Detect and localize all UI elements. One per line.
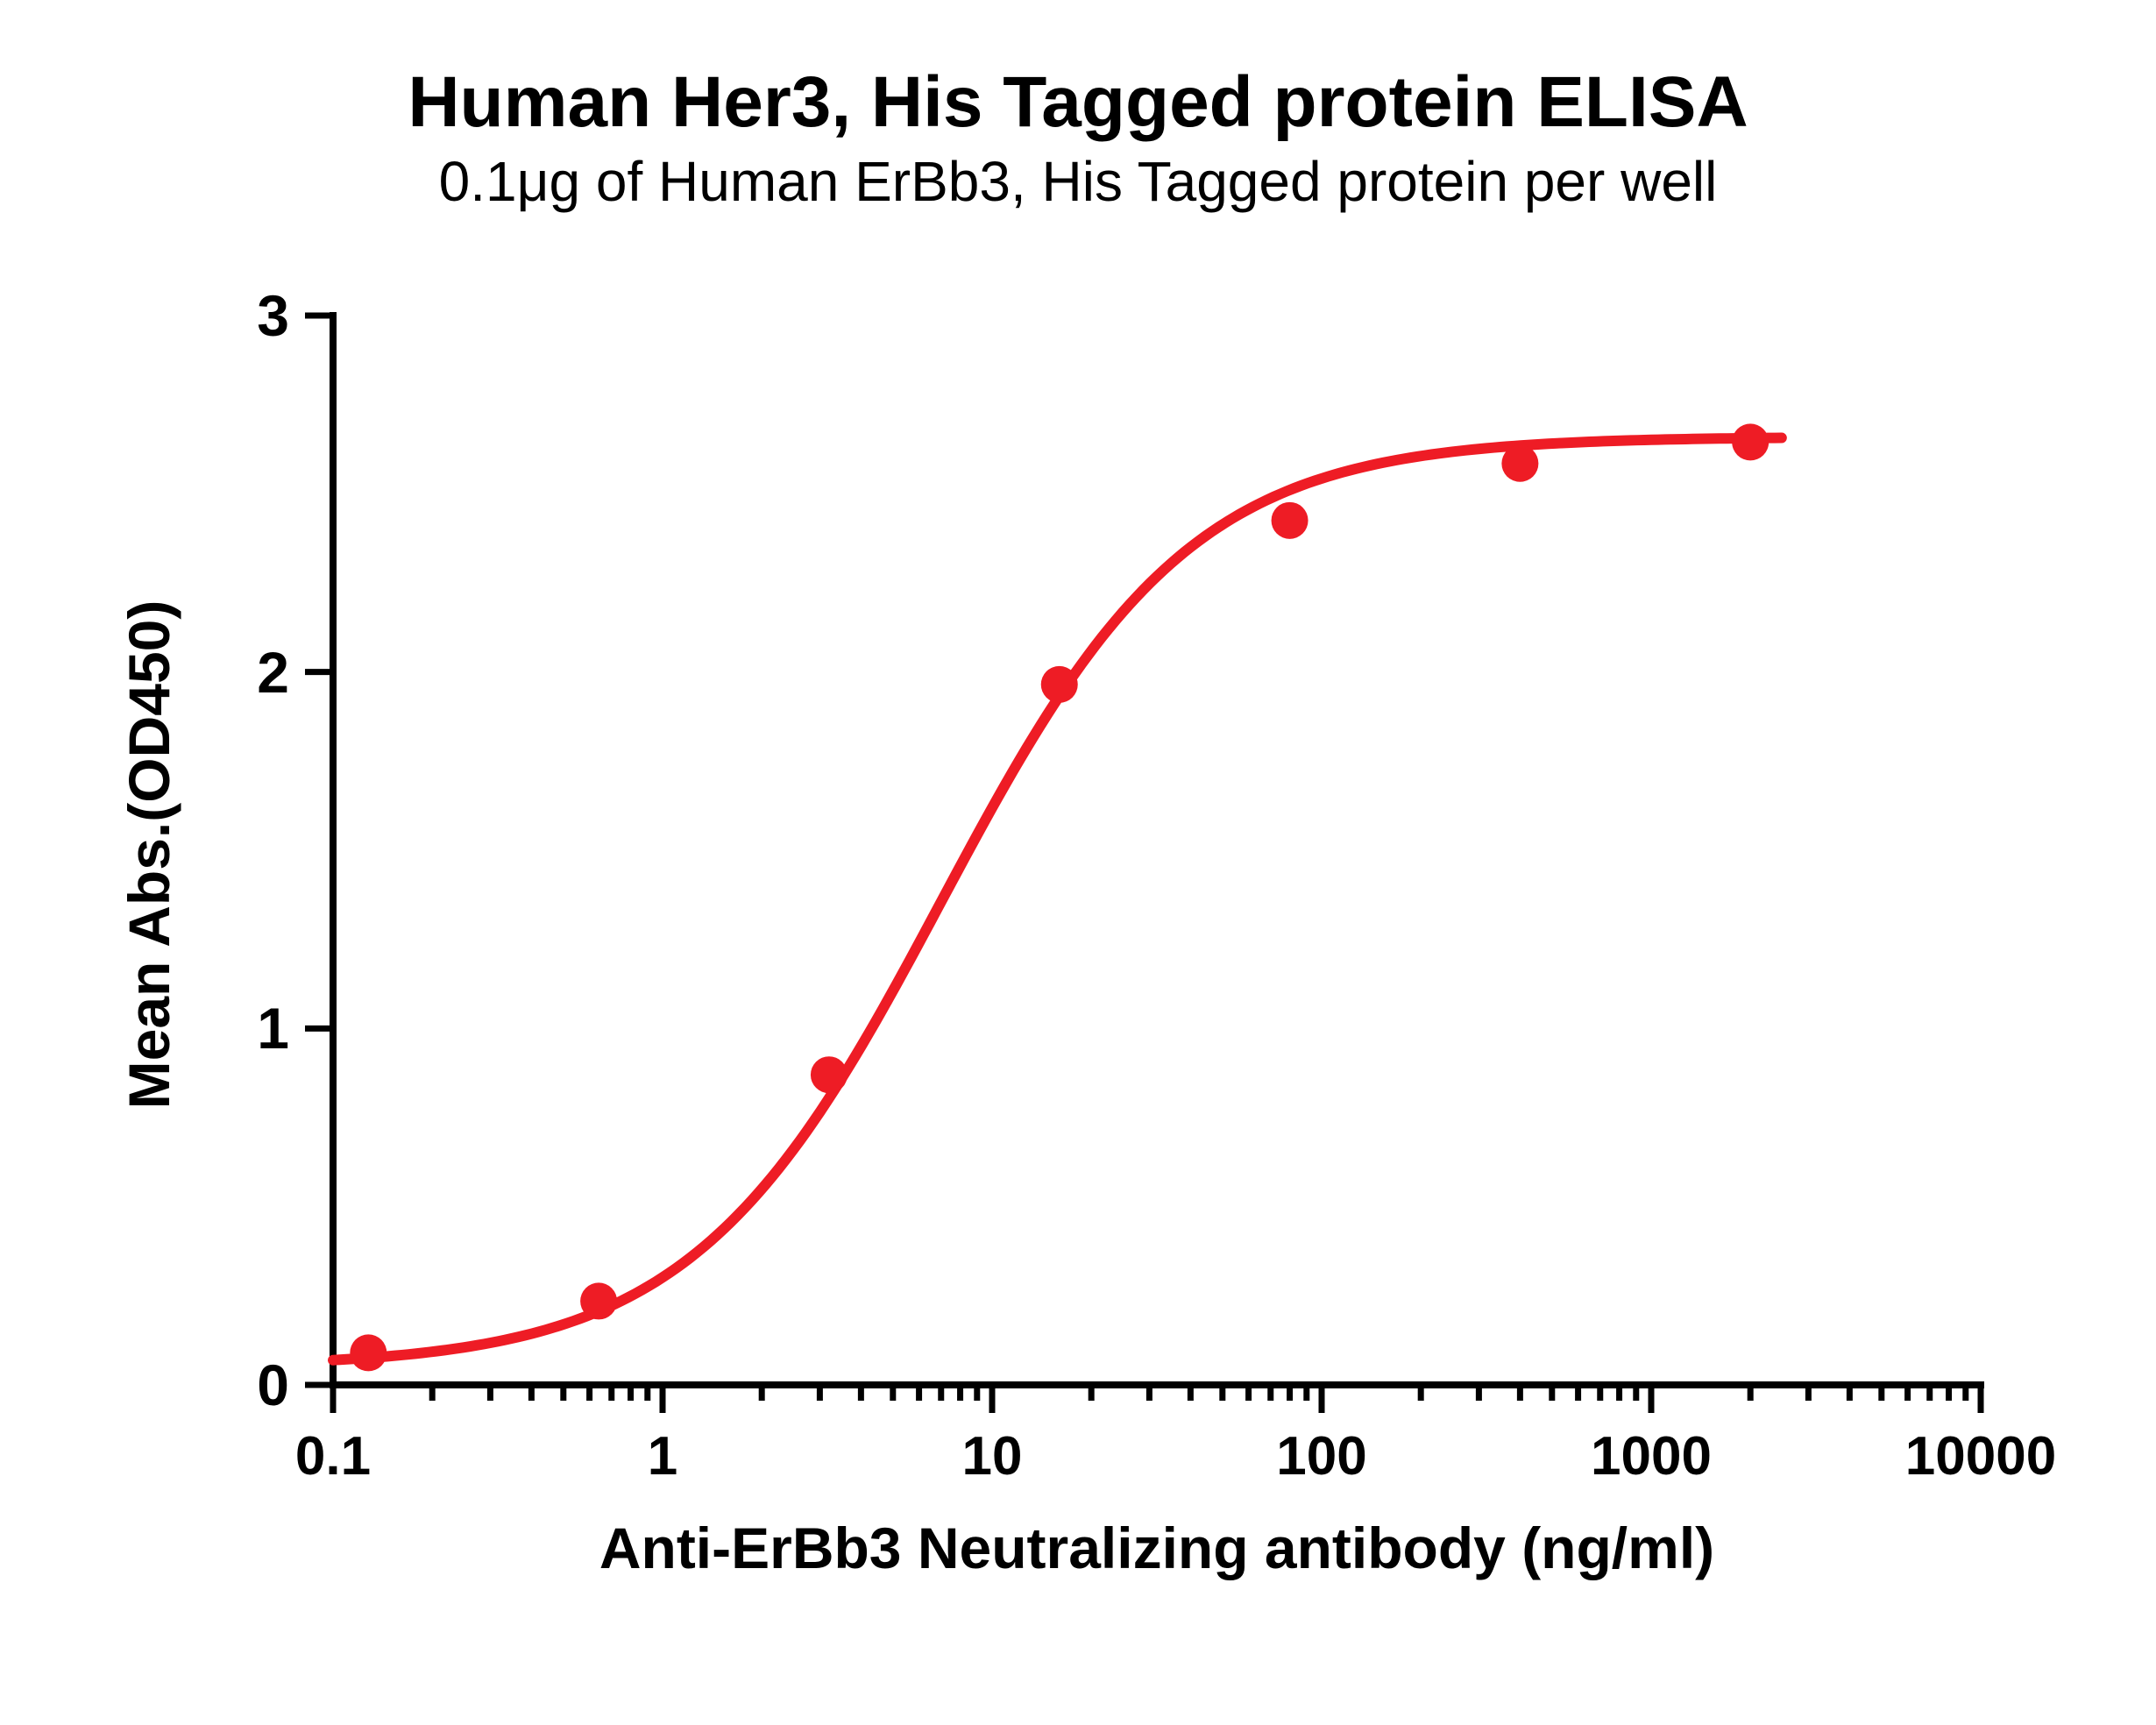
x-tick-label: 1000 xyxy=(1591,1425,1712,1487)
chart-title: Human Her3, His Tagged protein ELISA xyxy=(0,61,2156,144)
y-tick-label: 0 xyxy=(257,1352,289,1418)
chart-canvas: Human Her3, His Tagged protein ELISA 0.1… xyxy=(0,0,2156,1725)
y-tick-label: 2 xyxy=(257,639,289,706)
data-point xyxy=(1732,423,1769,460)
data-point xyxy=(1272,502,1308,539)
x-tick-label: 100 xyxy=(1276,1425,1366,1487)
data-point xyxy=(1501,445,1538,482)
y-axis-label: Mean Abs.(OD450) xyxy=(116,320,182,1389)
fit-curve xyxy=(333,438,1782,1360)
data-point xyxy=(1041,666,1078,703)
x-tick-label: 10 xyxy=(962,1425,1023,1487)
data-point xyxy=(580,1282,617,1319)
data-point xyxy=(350,1334,387,1371)
y-tick-label: 3 xyxy=(257,282,289,349)
chart-subtitle: 0.1μg of Human ErBb3, His Tagged protein… xyxy=(0,149,2156,214)
x-tick-label: 1 xyxy=(648,1425,677,1487)
y-tick-label: 1 xyxy=(257,995,289,1061)
plot-area xyxy=(333,316,1981,1385)
x-axis-label: Anti-ErBb3 Neutralizing antibody (ng/ml) xyxy=(333,1515,1981,1581)
x-tick-label: 0.1 xyxy=(295,1425,371,1487)
data-point xyxy=(811,1056,848,1093)
chart-svg xyxy=(280,298,1998,1438)
x-tick-label: 10000 xyxy=(1905,1425,2056,1487)
